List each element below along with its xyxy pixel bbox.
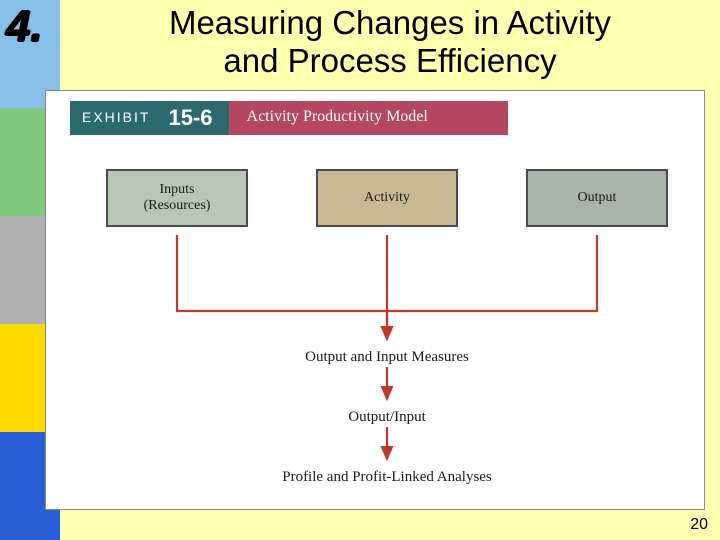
exhibit-number: 15-6 — [162, 101, 228, 135]
outline-number-text: 4. — [6, 2, 43, 51]
title-line-1: Measuring Changes in Activity — [169, 4, 611, 41]
flow-arrows — [46, 91, 706, 511]
flow-box-output: Output — [526, 169, 668, 227]
page-number: 20 — [690, 516, 708, 534]
box-label: Output — [578, 190, 617, 206]
outline-number: 4. — [6, 2, 43, 52]
slide-title: Measuring Changes in Activity and Proces… — [70, 0, 710, 80]
flow-text-ratio: Output/Input — [348, 409, 426, 426]
flow-text-measures: Output and Input Measures — [305, 349, 469, 366]
box-label: (Resources) — [144, 198, 211, 214]
flow-text-profile: Profile and Profit-Linked Analyses — [282, 469, 492, 486]
flow-box-inputs: Inputs (Resources) — [106, 169, 248, 227]
exhibit-subtitle: Activity Productivity Model — [229, 101, 508, 135]
diagram-panel: EXHIBIT 15-6 Activity Productivity Model… — [45, 90, 705, 510]
flow-box-activity: Activity — [316, 169, 458, 227]
title-line-2: and Process Efficiency — [223, 42, 556, 79]
exhibit-label: EXHIBIT — [70, 101, 162, 135]
exhibit-banner: EXHIBIT 15-6 Activity Productivity Model — [70, 101, 508, 135]
box-label: Inputs — [160, 182, 195, 198]
box-label: Activity — [364, 190, 410, 206]
